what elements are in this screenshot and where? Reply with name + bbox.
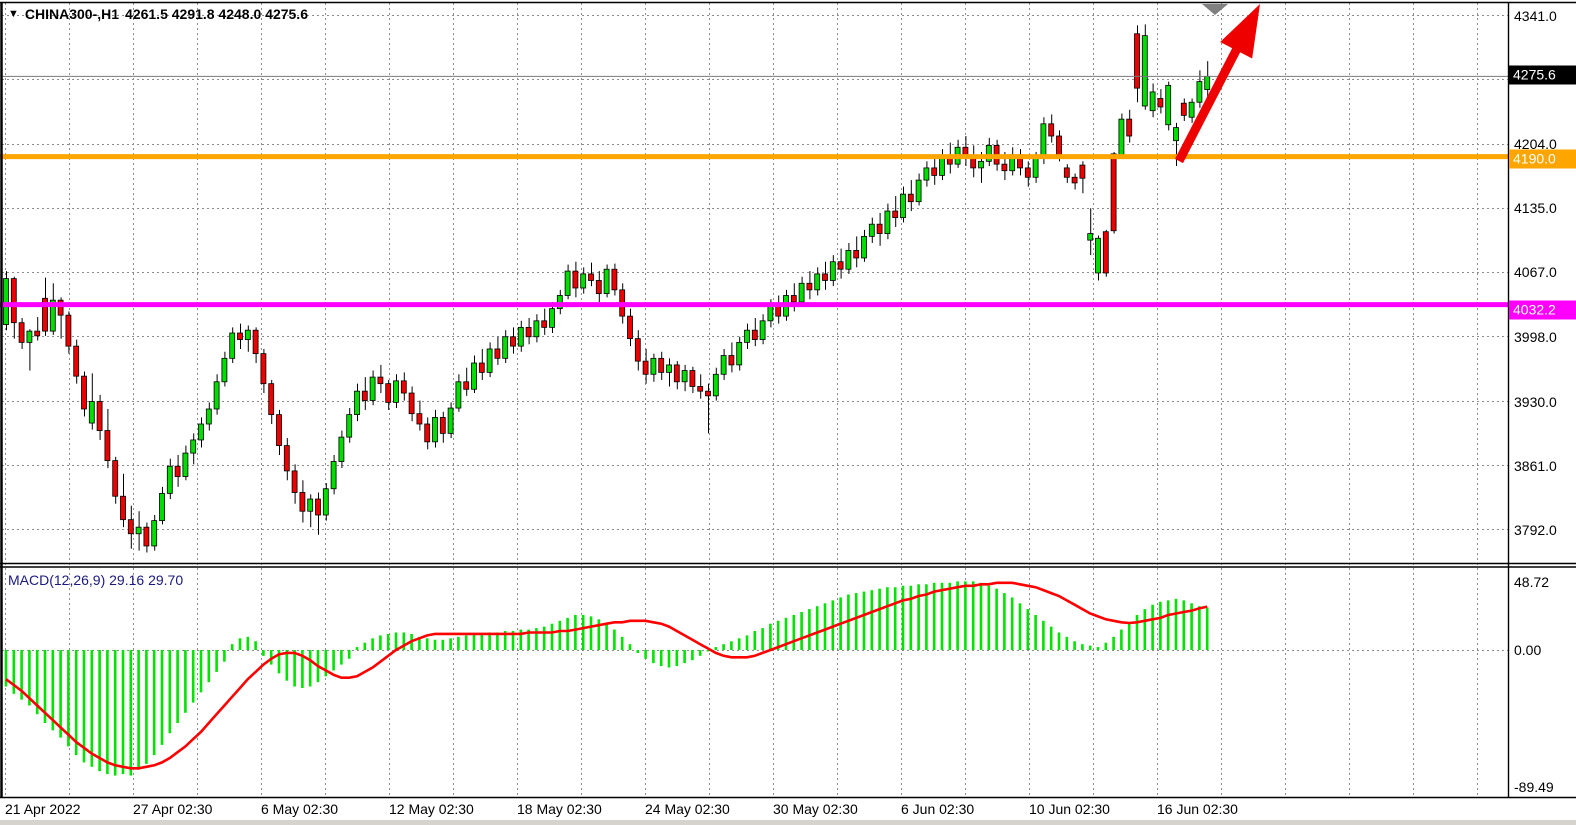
price-tick-label: 3861.0: [1514, 458, 1557, 474]
macd-tick-label: 0.00: [1514, 642, 1542, 658]
chart-title-bar: ▼ CHINA300-,H1 4261.5 4291.8 4248.0 4275…: [8, 6, 308, 22]
macd-histogram: [4, 581, 1209, 776]
time-tick-label: 6 Jun 02:30: [901, 801, 975, 817]
symbol-period-label: CHINA300-,H1: [24, 6, 120, 22]
time-tick-label: 16 Jun 02:30: [1157, 801, 1238, 817]
macd-tick-label: 48.72: [1514, 574, 1550, 590]
chart-frame: [0, 1, 1576, 799]
macd-tick-label: -89.49: [1514, 779, 1554, 795]
symbol-end-marker-icon: [1202, 4, 1228, 15]
price-tick-label: 4204.0: [1514, 136, 1557, 152]
time-tick-label: 10 Jun 02:30: [1029, 801, 1110, 817]
bid-price-badge: 4275.6: [1509, 65, 1576, 85]
price-tick-label: 4135.0: [1514, 200, 1557, 216]
macd-indicator-label: MACD(12,26,9) 29.16 29.70: [8, 572, 184, 588]
symbol-dropdown-icon[interactable]: ▼: [8, 7, 19, 20]
time-tick-label: 18 May 02:30: [517, 801, 602, 817]
time-tick-label: 6 May 02:30: [261, 801, 339, 817]
price-tick-label: 3930.0: [1514, 394, 1557, 410]
macd-signal-line: [5, 581, 1208, 770]
time-tick-label: 24 May 02:30: [645, 801, 730, 817]
window-bottom-strip: [0, 820, 1576, 825]
hline-magenta-badge: 4032.2: [1509, 300, 1576, 320]
candle-series: [3, 24, 1211, 553]
hline-orange-badge: 4190.0: [1509, 149, 1576, 169]
time-tick-label: 21 Apr 2022: [5, 801, 81, 817]
price-tick-label: 3792.0: [1514, 522, 1557, 538]
price-tick-label: 4341.0: [1514, 8, 1557, 24]
trend-arrow-shaft[interactable]: [1175, 42, 1243, 164]
price-tick-label: 4067.0: [1514, 264, 1557, 280]
grid-lines: [2, 3, 1508, 797]
time-tick-label: 12 May 02:30: [389, 801, 474, 817]
time-tick-label: 27 Apr 02:30: [133, 801, 213, 817]
price-tick-label: 3998.0: [1514, 329, 1557, 345]
ohlc-readout: 4261.5 4291.8 4248.0 4275.6: [125, 6, 308, 22]
time-tick-label: 30 May 02:30: [773, 801, 858, 817]
trend-arrow-head[interactable]: [1220, 4, 1260, 59]
